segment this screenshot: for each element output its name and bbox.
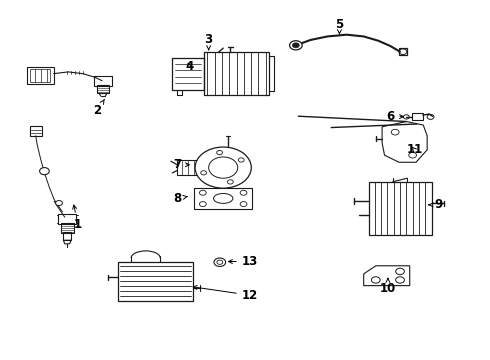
Text: 3: 3 [205,33,213,50]
Bar [204,53,269,95]
Circle shape [40,168,49,175]
Bar [398,48,407,55]
Bar [27,67,53,84]
Circle shape [290,41,302,50]
Bar [172,58,204,90]
Bar [63,233,71,240]
Circle shape [395,277,404,283]
Bar [412,113,423,121]
Circle shape [195,147,251,188]
Bar [97,85,109,93]
Circle shape [201,171,206,175]
Circle shape [293,43,299,48]
Circle shape [199,202,206,207]
Text: 9: 9 [429,198,443,211]
Circle shape [238,158,244,162]
Text: 7: 7 [173,158,189,171]
Bar [30,69,50,82]
Text: 2: 2 [93,99,104,117]
Text: 5: 5 [335,18,343,34]
Bar [368,182,432,235]
Text: 10: 10 [380,278,396,294]
Text: 12: 12 [193,285,258,302]
Bar [194,188,252,209]
Bar [177,160,201,175]
Bar [61,223,74,233]
Circle shape [392,129,399,135]
Circle shape [55,201,62,206]
Circle shape [409,152,416,158]
Text: 13: 13 [228,255,258,268]
Circle shape [217,150,222,155]
Text: 6: 6 [386,110,403,123]
Circle shape [371,277,380,283]
Circle shape [227,180,233,184]
Text: 1: 1 [73,205,82,231]
Text: 4: 4 [185,60,194,73]
Text: 8: 8 [173,192,187,205]
Circle shape [199,190,206,195]
Bar [118,261,193,301]
Circle shape [240,202,247,207]
Bar [95,76,112,86]
Circle shape [240,190,247,195]
Bar [58,215,76,224]
Text: 11: 11 [406,143,423,156]
Circle shape [395,268,404,275]
Bar [30,126,42,136]
Circle shape [214,258,225,266]
